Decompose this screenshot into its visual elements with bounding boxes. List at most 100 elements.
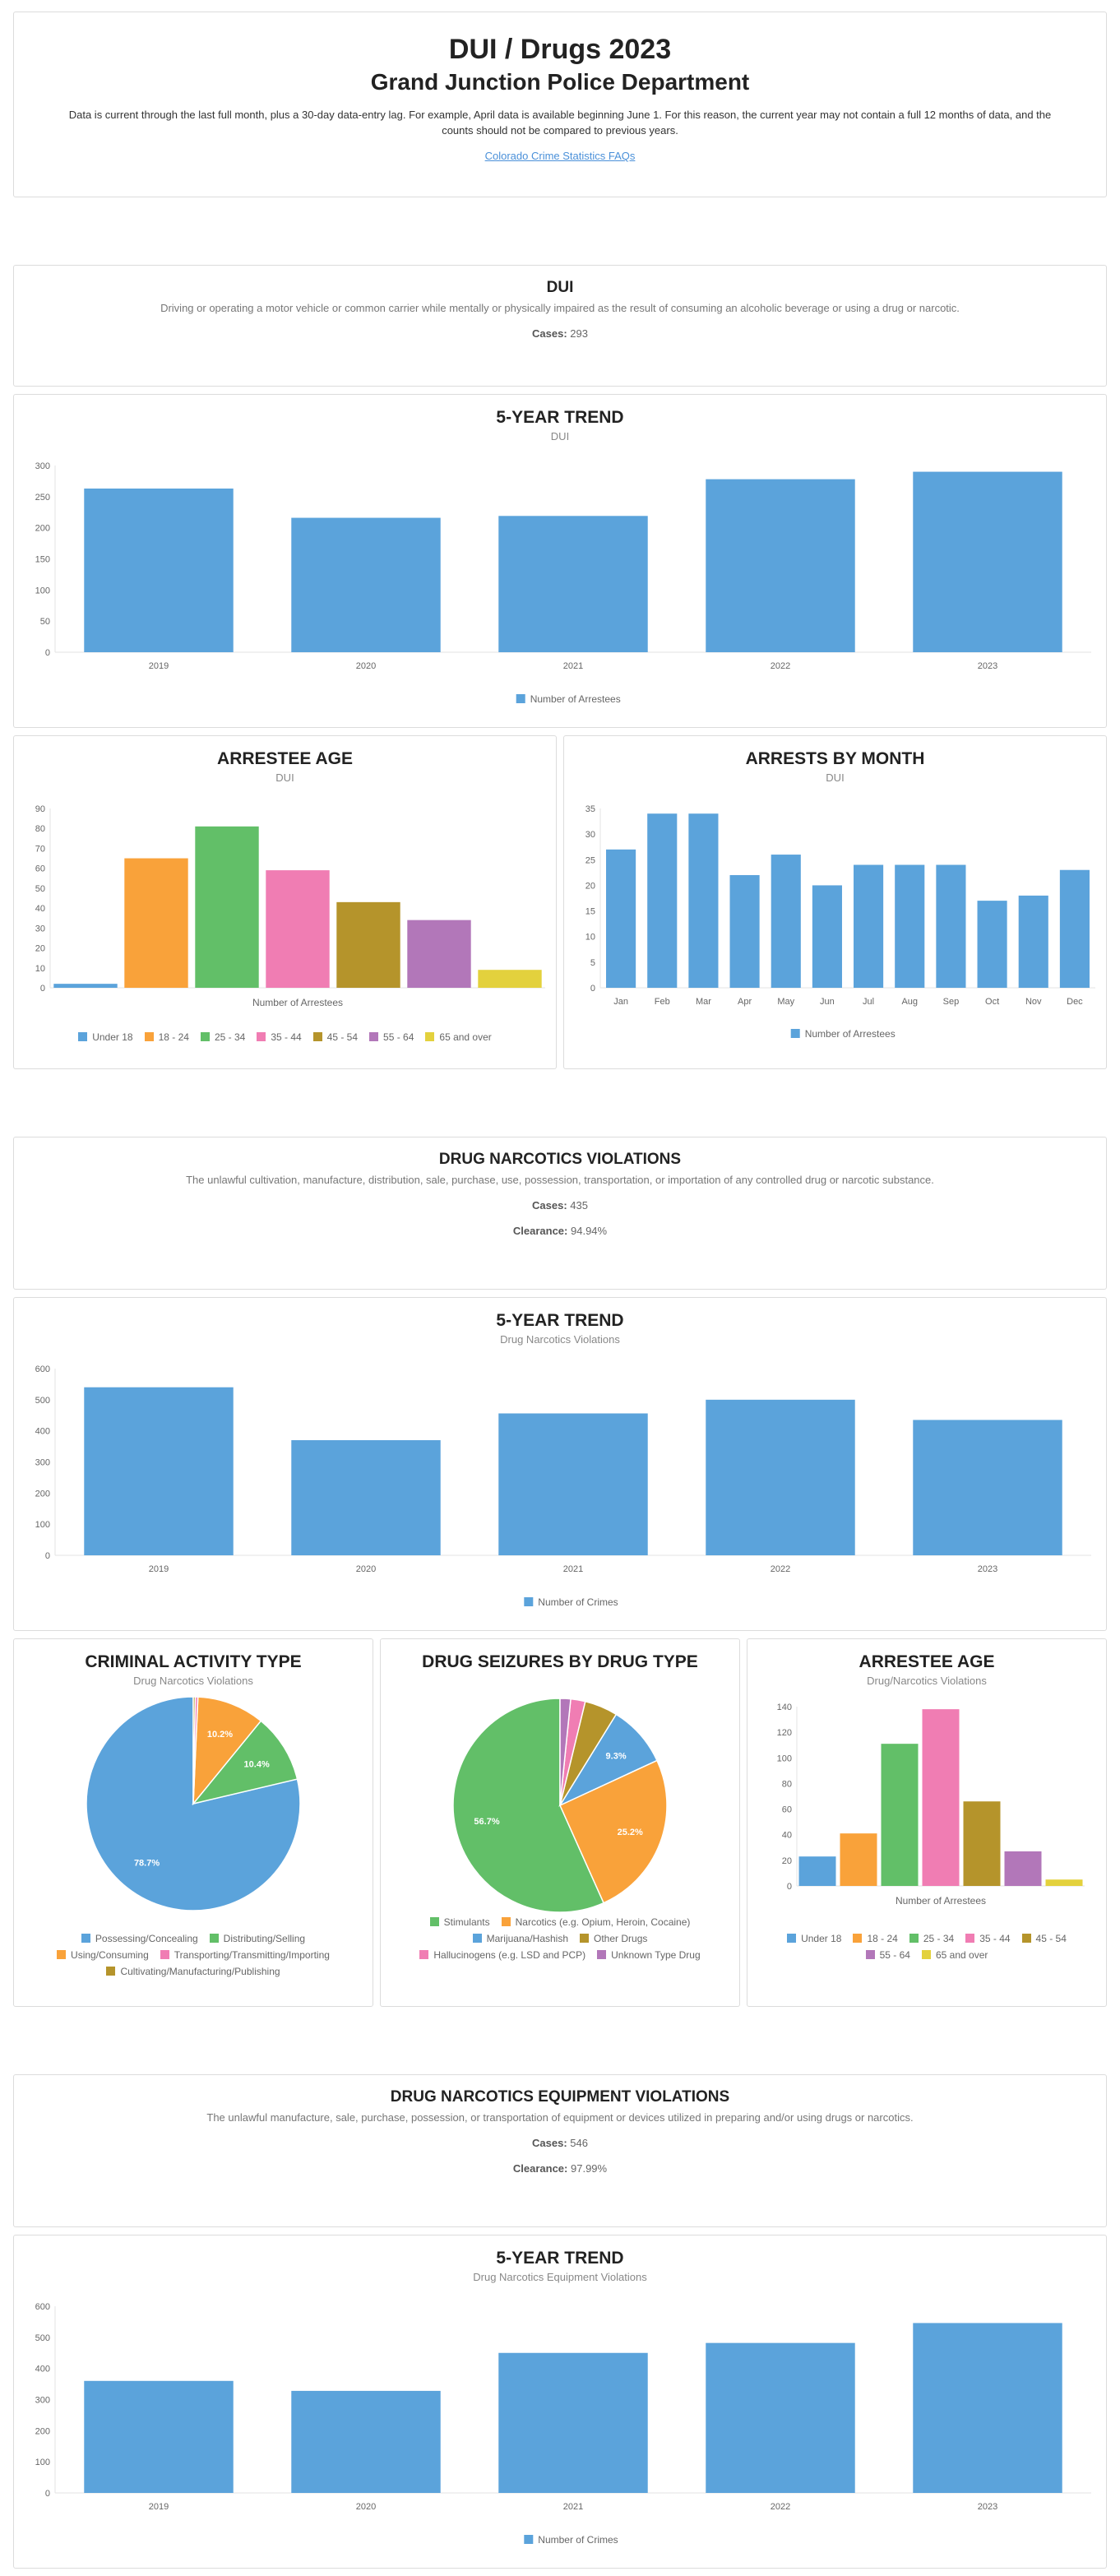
legend-item[interactable]: 55 - 64	[865, 1947, 910, 1963]
bar	[84, 2380, 234, 2493]
legend-item[interactable]: 18 - 24	[144, 1029, 189, 1045]
y-tick-label: 100	[35, 586, 50, 595]
legend-swatch	[865, 1950, 875, 1959]
bar	[706, 479, 855, 652]
legend-label: Stimulants	[443, 1916, 490, 1928]
legend-item[interactable]: 25 - 34	[200, 1029, 245, 1045]
y-tick-label: 0	[40, 984, 45, 994]
legend-label: Distributing/Selling	[223, 1933, 306, 1944]
x-tick-label: Nov	[1025, 997, 1042, 1007]
legend-item[interactable]: Under 18	[787, 1930, 841, 1947]
y-tick-label: 140	[777, 1703, 792, 1712]
legend-swatch	[790, 1029, 800, 1038]
legend-item[interactable]: 35 - 44	[257, 1029, 302, 1045]
faq-link[interactable]: Colorado Crime Statistics FAQs	[484, 150, 636, 162]
seizure-title: DRUG SEIZURES BY DRUG TYPE	[422, 1652, 698, 1671]
y-tick-label: 80	[782, 1779, 792, 1789]
y-tick-label: 0	[590, 984, 595, 994]
x-tick-label: 2023	[978, 1564, 997, 1574]
legend-swatch	[1021, 1934, 1031, 1943]
narcotics-summary-card: DRUG NARCOTICS VIOLATIONS The unlawful c…	[13, 1137, 1107, 1290]
legend-swatch	[909, 1934, 919, 1943]
legend-label: Narcotics (e.g. Opium, Heroin, Cocaine)	[515, 1916, 691, 1928]
equipment-description: The unlawful manufacture, sale, purchase…	[206, 2111, 914, 2124]
narcotics-trend-subtitle: Drug Narcotics Violations	[500, 1333, 620, 1346]
y-tick-label: 60	[35, 864, 45, 874]
y-tick-label: 10	[585, 933, 595, 943]
pie-slice	[192, 1720, 299, 1805]
legend-swatch	[160, 1950, 169, 1959]
x-tick-label: 2019	[149, 1564, 169, 1574]
legend-item[interactable]: Possessing/Concealing	[81, 1930, 198, 1947]
legend-item[interactable]: Using/Consuming	[57, 1947, 149, 1963]
legend-item[interactable]: 55 - 64	[369, 1029, 414, 1045]
dui-age-chart: 0 10 20 30 40 50 60 70 80 90 Number of Arrestees	[35, 804, 545, 1008]
legend-item[interactable]: 25 - 34	[909, 1930, 954, 1947]
legend-item[interactable]: 65 and over	[921, 1947, 988, 1963]
bar	[854, 864, 884, 988]
legend-swatch	[516, 694, 525, 703]
y-tick-label: 120	[777, 1728, 792, 1738]
bar	[1018, 895, 1048, 988]
y-tick-label: 15	[585, 907, 595, 917]
y-tick-label: 0	[45, 2489, 50, 2499]
y-tick-label: 400	[35, 2365, 50, 2374]
pie-slice	[452, 1698, 605, 1913]
equipment-title: DRUG NARCOTICS EQUIPMENT VIOLATIONS	[390, 2088, 730, 2106]
bar	[1004, 1851, 1042, 1886]
legend-item[interactable]: Hallucinogens (e.g. LSD and PCP)	[419, 1947, 585, 1963]
legend-swatch	[501, 1917, 511, 1926]
y-tick-label: 300	[35, 461, 50, 471]
y-tick-label: 10	[35, 964, 45, 974]
bar	[913, 2323, 1062, 2493]
legend-item[interactable]: 35 - 44	[965, 1930, 1011, 1947]
page-title: DUI / Drugs 2023	[448, 34, 672, 65]
legend-item[interactable]: Under 18	[78, 1029, 133, 1045]
legend-label: Marijuana/Hashish	[486, 1933, 569, 1944]
legend-label: 18 - 24	[867, 1933, 898, 1944]
x-tick-label: 2023	[978, 2502, 997, 2512]
legend-item[interactable]: Unknown Type Drug	[597, 1947, 701, 1963]
x-tick-label: 2020	[356, 2502, 376, 2512]
legend-item[interactable]: Stimulants	[429, 1914, 490, 1930]
data-note: Data is current through the last full mo…	[68, 109, 1052, 137]
bar	[647, 813, 678, 988]
equipment-trend-chart: 0 100 200 300 400 500 600 2019 2020 2021 2022 2023 N…	[35, 2302, 1091, 2546]
equipment-trend-title: 5-YEAR TREND	[496, 2249, 624, 2268]
x-tick-label: 2023	[978, 661, 997, 671]
dui-trend-subtitle: DUI	[550, 430, 570, 442]
narcotics-age-chart: 0 20 40 60 80 100 120 140 Number of Arrestees	[777, 1703, 1085, 1907]
legend-swatch	[419, 1950, 429, 1959]
dui-trend-chart: 0 50 100 150 200 250 300 2019 2020 2021 2022 2023 Nu…	[35, 461, 1091, 705]
legend-item[interactable]: Narcotics (e.g. Opium, Heroin, Cocaine)	[501, 1914, 691, 1930]
bar	[606, 849, 636, 988]
legend-swatch	[369, 1032, 379, 1041]
bar	[688, 813, 719, 988]
legend-item[interactable]: 45 - 54	[312, 1029, 358, 1045]
legend-item[interactable]: 45 - 54	[1021, 1930, 1067, 1947]
legend-item[interactable]: Cultivating/Manufacturing/Publishing	[106, 1963, 280, 1980]
y-tick-label: 200	[35, 1489, 50, 1499]
bar	[895, 864, 925, 988]
dui-summary-card: DUI Driving or operating a motor vehicle…	[13, 265, 1107, 387]
legend-item[interactable]: 18 - 24	[853, 1930, 898, 1947]
bar	[936, 864, 966, 988]
legend-item[interactable]: Marijuana/Hashish	[472, 1930, 569, 1947]
legend-item[interactable]: Transporting/Transmitting/Importing	[160, 1947, 330, 1963]
y-tick-label: 100	[35, 2458, 50, 2467]
narcotics-age-card: ARRESTEE AGE Drug/Narcotics Violations 0…	[747, 1638, 1107, 2007]
bar	[407, 920, 471, 988]
y-tick-label: 0	[787, 1882, 792, 1892]
legend-item[interactable]: Distributing/Selling	[209, 1930, 306, 1947]
bar	[291, 1440, 441, 1555]
equipment-cases: Cases: 546	[532, 2137, 588, 2149]
dui-month-chart: 0 5 10 15 20 25 30 35 Jan Feb Mar Apr May Jun Jul Aug Se…	[585, 804, 1095, 1040]
legend-swatch	[853, 1934, 863, 1943]
slice-value-label: 10.2%	[207, 1730, 233, 1740]
legend-label: Possessing/Concealing	[95, 1933, 198, 1944]
dui-title: DUI	[546, 279, 574, 296]
dui-cases: Cases: 293	[532, 327, 588, 340]
x-tick-label: Oct	[985, 997, 999, 1007]
legend-item[interactable]: 65 and over	[425, 1029, 492, 1045]
legend-item[interactable]: Other Drugs	[580, 1930, 647, 1947]
